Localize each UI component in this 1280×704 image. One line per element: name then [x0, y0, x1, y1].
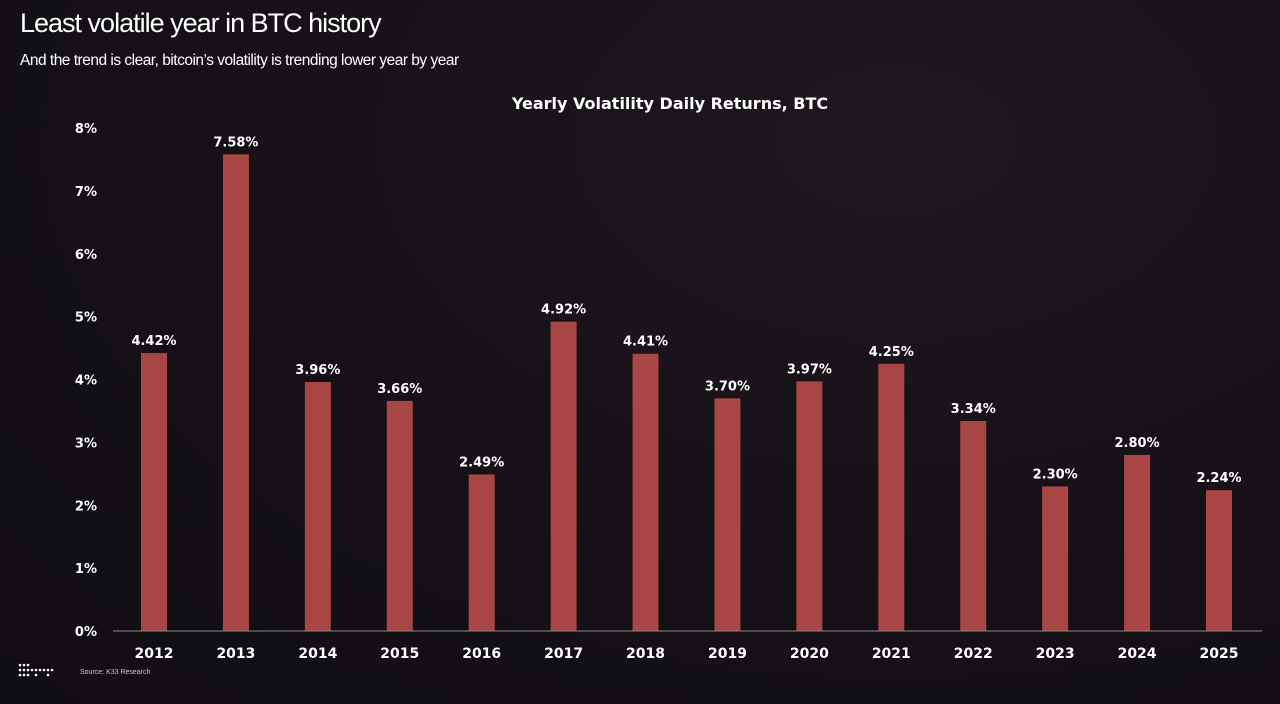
x-tick-label: 2017: [544, 646, 583, 662]
x-tick-label: 2021: [872, 646, 911, 662]
bar-2025: [1206, 490, 1232, 631]
bar-2021: [878, 363, 905, 631]
x-tick-label: 2018: [626, 646, 665, 662]
k33-logo-icon: [18, 663, 58, 685]
data-label: 3.97%: [787, 362, 832, 377]
data-label: 3.96%: [295, 363, 340, 378]
y-tick-label: 2%: [75, 499, 97, 514]
data-label: 3.34%: [951, 402, 996, 417]
bar-2015: [386, 400, 413, 631]
bar-2017: [550, 321, 577, 631]
y-tick-label: 8%: [75, 122, 97, 137]
x-axis: 2012 2013 2014 2015 2016 2017 2018 2019 2020 2021…: [113, 630, 1262, 662]
bar-2012: [141, 353, 167, 631]
data-label: 4.42%: [131, 334, 176, 349]
page-subtitle: And the trend is clear, bitcoin’s volati…: [20, 52, 459, 69]
x-tick-label: 2012: [135, 646, 174, 662]
bar-2024: [1124, 454, 1151, 631]
y-tick-label: 3%: [75, 436, 97, 451]
data-label: 3.70%: [705, 379, 750, 394]
page-title: Least volatile year in BTC history: [20, 8, 382, 38]
x-tick-label: 2025: [1200, 646, 1239, 662]
data-label: 4.25%: [869, 345, 914, 360]
bar-2020: [796, 381, 823, 631]
bar-2014: [304, 382, 331, 631]
data-label: 2.49%: [459, 455, 504, 470]
x-tick-label: 2015: [380, 646, 419, 662]
y-tick-label: 7%: [75, 185, 97, 200]
y-tick-label: 1%: [75, 562, 97, 577]
y-tick-label: 5%: [75, 311, 97, 326]
chart-title: Yearly Volatility Daily Returns, BTC: [511, 94, 828, 113]
data-label: 3.66%: [377, 382, 422, 397]
x-tick-label: 2023: [1036, 646, 1075, 662]
data-label: 2.80%: [1115, 436, 1160, 451]
y-tick-label: 4%: [75, 374, 97, 389]
x-tick-label: 2016: [462, 646, 501, 662]
bars: 4.42% 7.58% 3.96% 3.66% 2.49% 4.92% 4.41% 3.70%…: [131, 135, 1242, 631]
data-label: 4.41%: [623, 335, 668, 350]
data-label: 2.30%: [1033, 467, 1078, 482]
source-note: Source: K33 Research: [80, 669, 151, 676]
data-label: 4.92%: [541, 303, 586, 318]
x-tick-label: 2020: [790, 646, 829, 662]
bar-2018: [632, 353, 659, 631]
bar-2023: [1042, 486, 1069, 631]
data-label: 7.58%: [213, 135, 258, 150]
data-label: 2.24%: [1196, 471, 1241, 486]
x-tick-label: 2013: [216, 646, 255, 662]
y-tick-label: 0%: [75, 625, 97, 640]
y-tick-label: 6%: [75, 248, 97, 263]
x-tick-label: 2014: [298, 646, 337, 662]
x-tick-label: 2024: [1118, 646, 1157, 662]
x-tick-label: 2022: [954, 646, 993, 662]
y-axis: 0% 1% 2% 3% 4% 5% 6% 7% 8%: [75, 122, 97, 640]
bar-2019: [714, 398, 741, 631]
bar-2013: [222, 154, 249, 631]
x-tick-label: 2019: [708, 646, 747, 662]
bar-2016: [468, 474, 495, 631]
bar-2022: [960, 420, 987, 631]
